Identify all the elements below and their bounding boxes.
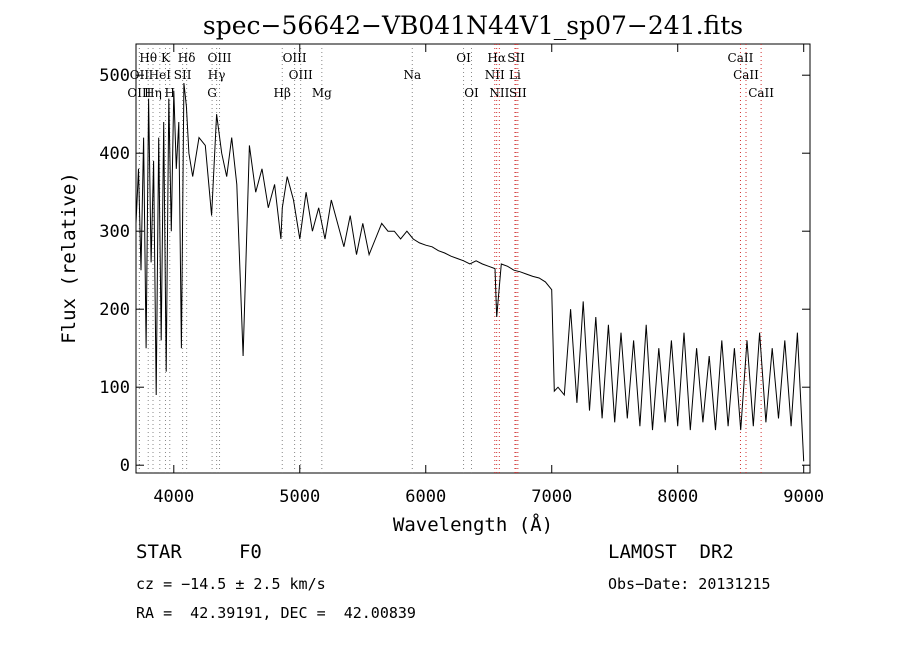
line-label-5: OI xyxy=(456,51,471,65)
plot-frame xyxy=(135,43,811,474)
x-tick-label-5: 9000 xyxy=(783,487,824,507)
x-tick-label-1: 5000 xyxy=(279,487,320,507)
spectrum-chart: spec−56642−VB041N44V1_sp07−241.fits Hθ K H… xyxy=(58,11,824,536)
x-tick-label-0: 4000 xyxy=(153,487,194,507)
line-label-1: K xyxy=(161,51,171,65)
y-tick-label-2: 200 xyxy=(99,300,130,320)
line-label-12: Hγ xyxy=(208,68,226,82)
line-label-2: Hδ xyxy=(178,51,196,65)
line-label-16: Li xyxy=(509,68,521,82)
line-label-8: CaII xyxy=(728,51,754,65)
chart-title: spec−56642−VB041N44V1_sp07−241.fits xyxy=(203,11,743,40)
y-tick-label-5: 500 xyxy=(99,66,130,86)
line-label-21: G xyxy=(207,86,217,100)
sky-coordinates: RA = 42.39191, DEC = 42.00839 xyxy=(136,604,416,622)
y-tick-label-1: 100 xyxy=(99,378,130,398)
x-axis: 4000 5000 6000 7000 8000 9000 xyxy=(153,44,824,507)
line-label-14: Na xyxy=(403,68,421,82)
y-tick-label-3: 300 xyxy=(99,222,130,242)
y-tick-label-4: 400 xyxy=(99,144,130,164)
x-tick-label-2: 6000 xyxy=(405,487,446,507)
line-label-25: NII xyxy=(489,86,509,100)
y-axis-label: Flux (relative) xyxy=(58,172,80,344)
line-label-0: Hθ xyxy=(139,51,157,65)
line-label-26: SII xyxy=(509,86,527,100)
line-label-15: NII xyxy=(485,68,505,82)
line-label-18: OIII xyxy=(127,86,151,100)
line-label-27: CaII xyxy=(748,86,774,100)
x-tick-label-3: 7000 xyxy=(531,487,572,507)
line-label-20: H xyxy=(165,86,175,100)
survey-name: LAMOST DR2 xyxy=(608,541,734,563)
line-label-19: Hη xyxy=(144,86,162,100)
line-label-7: SII xyxy=(507,51,525,65)
redshift-readout: cz = −14.5 ± 2.5 km/s xyxy=(136,575,326,593)
line-markers xyxy=(138,44,762,473)
object-classification: STAR F0 xyxy=(136,541,262,563)
line-label-23: Mg xyxy=(312,86,332,100)
spectrum-series-line xyxy=(135,82,805,462)
line-label-17: CaII xyxy=(733,68,759,82)
line-label-11: SII xyxy=(174,68,192,82)
x-tick-label-4: 8000 xyxy=(657,487,698,507)
line-label-6: Hα xyxy=(487,51,506,65)
observation-date: Obs−Date: 20131215 xyxy=(608,575,771,593)
y-tick-label-0: 0 xyxy=(120,456,130,476)
line-label-24: OI xyxy=(464,86,479,100)
line-label-22: Hβ xyxy=(274,86,291,100)
line-label-3: OIII xyxy=(207,51,231,65)
y-axis: 0 100 200 300 400 500 xyxy=(99,66,810,476)
line-label-4: OIII xyxy=(283,51,307,65)
line-label-10: HeI xyxy=(149,68,172,82)
x-axis-label: Wavelength (Å) xyxy=(393,513,553,536)
line-label-13: OIII xyxy=(289,68,313,82)
